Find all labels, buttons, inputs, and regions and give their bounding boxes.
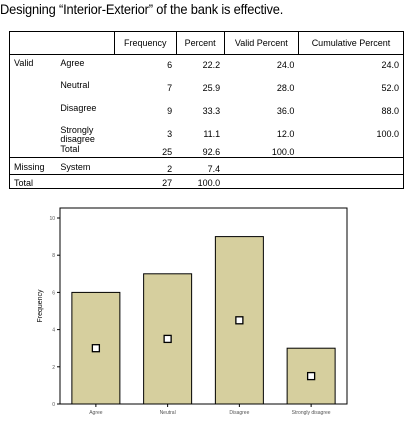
cell-percent: 22.2 xyxy=(202,60,221,70)
row-group xyxy=(10,103,57,126)
bar-marker xyxy=(306,371,316,381)
row-group: Missing xyxy=(9,157,57,175)
cell-valid-percent: 100.0 xyxy=(271,147,295,157)
row-label: Disagree xyxy=(60,103,97,113)
table-header-blank xyxy=(9,31,57,55)
chart-container: Frequency 0 2 4 6 8 10 Agree Neutral Disagree St… xyxy=(0,205,417,427)
y-tick-label: 4 xyxy=(52,328,55,334)
y-tick-label: 2 xyxy=(52,365,55,371)
cell-valid-percent: 12.0 xyxy=(276,129,295,139)
frequency-table: Frequency Percent Valid Percent Cumulati… xyxy=(9,31,404,189)
cell-percent: 100.0 xyxy=(176,174,225,189)
x-tick-label: Agree xyxy=(89,410,103,416)
bar-marker xyxy=(163,334,172,344)
row-group xyxy=(10,80,57,103)
y-axis-label: Frequency xyxy=(37,289,44,323)
cell-percent: 11.1 xyxy=(203,129,221,139)
x-tick-label: Disagree xyxy=(229,410,249,416)
cell-frequency: 2 xyxy=(114,157,177,175)
y-axis-ticks: 0 2 4 6 8 10 xyxy=(49,216,60,408)
table-row: Valid Agree 6 22.2 24.0 24.0 xyxy=(10,55,404,81)
table-row: Disagree 9 33.3 36.0 88.0 xyxy=(10,103,404,126)
cell-percent: 7.4 xyxy=(176,157,225,175)
bar-marker xyxy=(91,344,101,353)
cell-frequency: 27 xyxy=(114,174,177,189)
y-tick-label: 10 xyxy=(49,216,55,222)
cell-cumulative: 24.0 xyxy=(381,60,399,70)
table-row: Strongly disagree 3 11.1 12.0 100.0 xyxy=(10,126,404,144)
table-header-frequency: Frequency xyxy=(113,31,177,55)
bars xyxy=(71,236,336,405)
x-tick-label: Strongly disagree xyxy=(292,410,331,416)
bar-chart: Frequency 0 2 4 6 8 10 Agree Neutral Disagree St… xyxy=(37,207,348,416)
row-group: Total xyxy=(9,174,57,189)
cell-frequency: 9 xyxy=(167,106,173,116)
plot-frame xyxy=(59,207,348,405)
row-label xyxy=(56,174,115,189)
row-label: Total xyxy=(60,144,80,154)
row-label: Strongly disagree xyxy=(60,125,95,144)
cell-cumulative: 52.0 xyxy=(381,83,399,93)
x-axis-ticks: Agree Neutral Disagree Strongly disagree xyxy=(89,404,331,416)
bar-marker xyxy=(235,316,244,325)
table-header-row: Frequency Percent Valid Percent Cumulati… xyxy=(9,31,404,55)
cell-percent: 25.9 xyxy=(202,83,221,93)
cell-valid-percent xyxy=(224,174,299,189)
table-row: Missing System 2 7.4 xyxy=(9,157,404,175)
y-tick-label: 8 xyxy=(52,253,55,259)
table-row: Neutral 7 25.9 28.0 52.0 xyxy=(10,80,404,103)
cell-valid-percent xyxy=(224,157,299,175)
y-tick-label: 6 xyxy=(52,290,55,296)
table-header-percent: Percent xyxy=(175,31,225,55)
cell-valid-percent: 24.0 xyxy=(276,60,295,70)
table-row: Total 25 92.6 100.0 xyxy=(10,144,404,158)
x-tick-label: Neutral xyxy=(160,410,176,416)
table-row: Total 27 100.0 xyxy=(9,174,404,189)
page-title: Designing “Interior-Exterior” of the ban… xyxy=(0,1,284,17)
row-label: Neutral xyxy=(60,80,90,90)
cell-frequency: 3 xyxy=(167,129,173,139)
cell-frequency: 6 xyxy=(167,60,173,70)
cell-valid-percent: 36.0 xyxy=(276,106,295,116)
row-group xyxy=(10,126,57,144)
row-group: Valid xyxy=(14,58,34,68)
cell-percent: 92.6 xyxy=(202,147,221,157)
table-header-valid-percent: Valid Percent xyxy=(223,31,299,55)
cell-cumulative xyxy=(298,174,404,189)
cell-cumulative xyxy=(298,144,403,158)
row-label: System xyxy=(56,157,115,175)
row-label: Agree xyxy=(60,58,85,68)
cell-cumulative: 100.0 xyxy=(376,129,399,139)
cell-cumulative: 88.0 xyxy=(381,106,399,116)
table-header-blank xyxy=(56,31,115,55)
table-header-cumulative-percent: Cumulative Percent xyxy=(297,31,404,55)
y-tick-label: 0 xyxy=(52,402,55,408)
cell-valid-percent: 28.0 xyxy=(276,83,295,93)
row-group xyxy=(10,144,57,158)
cell-cumulative xyxy=(298,157,404,175)
cell-percent: 33.3 xyxy=(202,106,221,116)
cell-frequency: 25 xyxy=(162,147,173,157)
cell-frequency: 7 xyxy=(167,83,173,93)
